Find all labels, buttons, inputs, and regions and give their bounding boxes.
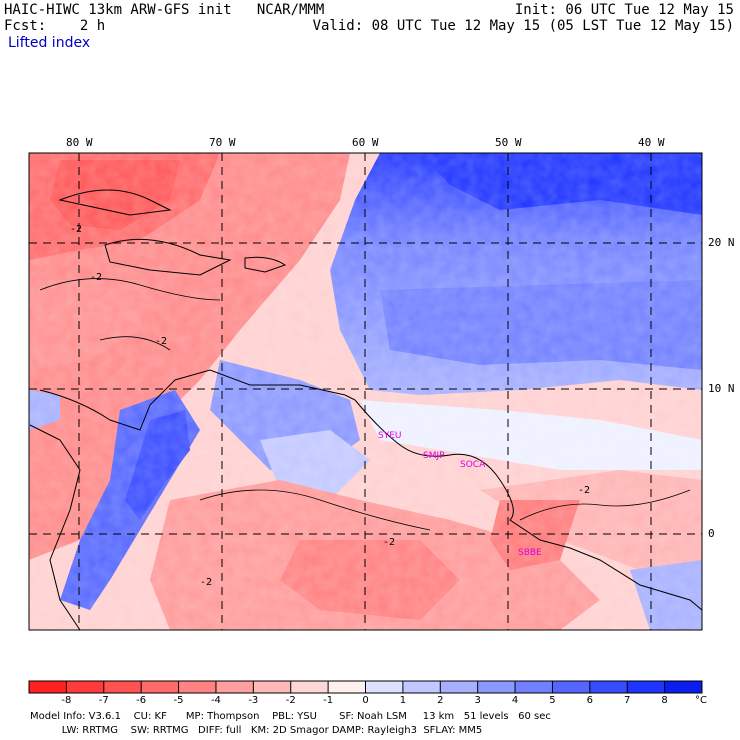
contour-label: -2: [70, 224, 83, 235]
colorbar-tick-label: 5: [549, 695, 556, 706]
station-label: SOCA: [460, 460, 486, 470]
colorbar: [28, 680, 703, 694]
colorbar-swatch: [290, 681, 329, 693]
lon-label: 40 W: [638, 136, 665, 149]
colorbar-swatch: [477, 681, 516, 693]
contour-label: -2: [578, 485, 591, 496]
header-init-time: Init: 06 UTC Tue 12 May 15: [514, 2, 734, 18]
colorbar-swatch: [627, 681, 666, 693]
colorbar-tick-label: 3: [474, 695, 481, 706]
lat-label: 20 N: [708, 236, 735, 249]
lon-label: 60 W: [352, 136, 379, 149]
station-label: SYEU: [378, 431, 402, 441]
colorbar-tick-label: -8: [61, 695, 72, 706]
lon-label: 70 W: [209, 136, 236, 149]
colorbar-tick-label: -7: [98, 695, 109, 706]
colorbar-tick-label: 2: [437, 695, 444, 706]
colorbar-swatch: [402, 681, 441, 693]
contour-label: -2: [90, 272, 103, 283]
colorbar-swatch: [328, 681, 366, 693]
colorbar-swatch: [141, 681, 180, 693]
colorbar-tick-label: 7: [624, 695, 631, 706]
colorbar-swatch: [29, 681, 67, 693]
colorbar-tick-label: -4: [210, 695, 221, 706]
footer-model-info-1: Model Info: V3.6.1 CU: KF MP: Thompson P…: [30, 711, 551, 722]
colorbar-swatch: [664, 681, 703, 693]
header-field-name: Lifted index: [8, 35, 91, 51]
colorbar-tick-label: -6: [136, 695, 147, 706]
contour-label: -2: [200, 577, 213, 588]
colorbar-tick-label: -5: [173, 695, 184, 706]
colorbar-swatch: [365, 681, 404, 693]
colorbar-swatch: [552, 681, 591, 693]
lat-label: 0: [708, 527, 715, 540]
colorbar-tick-label: 6: [586, 695, 594, 706]
lon-label: 50 W: [495, 136, 522, 149]
header-title: HAIC-HIWC 13km ARW-GFS init NCAR/MMM: [4, 2, 325, 18]
colorbar-tick-label: 8: [661, 695, 668, 706]
contour-label: -2: [383, 537, 396, 548]
colorbar-tick-label: -2: [285, 695, 296, 706]
station-label: SMJP: [423, 451, 445, 461]
footer-model-info-2: LW: RRTMG SW: RRTMG DIFF: full KM: 2D Sm…: [30, 725, 483, 736]
colorbar-unit: °C: [695, 695, 707, 706]
colorbar-swatch: [589, 681, 628, 693]
header-forecast-hour: Fcst: 2 h: [4, 18, 106, 34]
colorbar-tick-label: 1: [399, 695, 407, 706]
colorbar-swatch: [515, 681, 553, 693]
station-label: SBBE: [518, 548, 542, 558]
lat-label: 10 N: [708, 382, 735, 395]
colorbar-tick-label: -1: [323, 695, 334, 706]
colorbar-swatch: [215, 681, 254, 693]
colorbar-tick-label: 4: [511, 695, 519, 706]
map-frame: [28, 152, 703, 631]
lat-lon-grid: [29, 153, 702, 630]
lon-label: 80 W: [66, 136, 93, 149]
colorbar-swatch: [440, 681, 479, 693]
colorbar-tick-label: -3: [248, 695, 259, 706]
colorbar-swatch: [253, 681, 292, 693]
colorbar-swatch: [178, 681, 217, 693]
colorbar-tick-label: 0: [362, 695, 369, 706]
contour-label: -2: [155, 336, 168, 347]
header-valid-time: Valid: 08 UTC Tue 12 May 15 (05 LST Tue …: [312, 18, 734, 34]
colorbar-swatch: [103, 681, 142, 693]
colorbar-swatch: [66, 681, 105, 693]
